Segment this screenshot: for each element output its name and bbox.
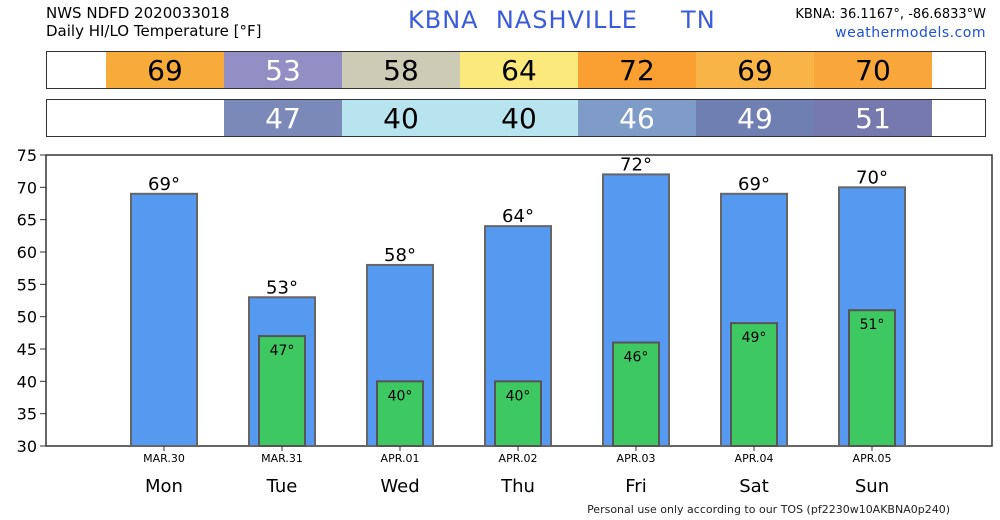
- lo-bar-label: 51°: [860, 317, 885, 333]
- lo-bar: [376, 380, 424, 448]
- y-tick-label: 30: [17, 437, 37, 456]
- site-link[interactable]: weathermodels.com: [835, 25, 986, 41]
- lo-strip-cell-2: 40: [342, 100, 460, 136]
- y-tick-label: 45: [17, 340, 37, 359]
- x-date-label: APR.02: [499, 452, 538, 465]
- lo-bar-label: 47°: [270, 343, 295, 359]
- y-tick-label: 50: [17, 308, 37, 327]
- lo-bar-label: 49°: [742, 330, 767, 346]
- hi-bar-label: 64°: [502, 206, 534, 227]
- hi-bar-label: 70°: [856, 167, 888, 188]
- x-day-label: Mon: [145, 476, 183, 497]
- y-tick-label: 55: [17, 275, 37, 294]
- hi-strip-cell-6: 70: [814, 52, 932, 88]
- x-day-label: Tue: [266, 476, 298, 497]
- hi-strip-cell-2: 58: [342, 52, 460, 88]
- y-tick-label: 65: [17, 211, 37, 230]
- hi-strip-cell-5: 69: [696, 52, 814, 88]
- lo-strip-cell-6: 51: [814, 100, 932, 136]
- lo-bar-label: 40°: [506, 388, 531, 404]
- x-date-label: APR.01: [381, 452, 420, 465]
- x-day-label: Sun: [855, 476, 889, 497]
- hi-strip-cell-0: 69: [106, 52, 224, 88]
- lo-bar-label: 40°: [388, 388, 413, 404]
- lo-strip-cell-1: 47: [224, 100, 342, 136]
- x-day-label: Thu: [500, 476, 535, 497]
- station-coordinates: KBNA: 36.1167°, -86.6833°W: [795, 7, 986, 22]
- hi-bar: [130, 192, 198, 447]
- x-date-label: MAR.31: [261, 452, 303, 465]
- lo-strip-cell-5: 49: [696, 100, 814, 136]
- hi-strip-cell-1: 53: [224, 52, 342, 88]
- x-day-label: Sat: [739, 476, 769, 497]
- station-title: KBNA NASHVILLE TN: [408, 6, 716, 34]
- header-right: KBNA: 36.1167°, -86.6833°W weathermodels…: [795, 5, 986, 43]
- hi-temperature-strip: 69 53 58 64 72 69 70: [46, 51, 986, 89]
- hi-bar-label: 53°: [266, 277, 298, 298]
- x-date-label: APR.05: [853, 452, 892, 465]
- y-tick-label: 70: [17, 178, 37, 197]
- hi-bar-label: 69°: [148, 174, 180, 195]
- lo-temperature-strip: 47 40 40 46 49 51: [46, 99, 986, 137]
- y-tick-label: 40: [17, 372, 37, 391]
- y-tick-label: 60: [17, 243, 37, 262]
- lo-strip-cell-4: 46: [578, 100, 696, 136]
- lo-strip-cell-3: 40: [460, 100, 578, 136]
- hi-bar-label: 58°: [384, 245, 416, 266]
- hi-bar-label: 72°: [620, 154, 652, 175]
- x-date-label: APR.03: [617, 452, 656, 465]
- hi-bar-label: 69°: [738, 174, 770, 195]
- x-date-label: APR.04: [735, 452, 774, 465]
- header-left: NWS NDFD 2020033018 Daily HI/LO Temperat…: [46, 4, 262, 40]
- x-date-label: MAR.30: [143, 452, 185, 465]
- x-day-label: Wed: [380, 476, 419, 497]
- hi-strip-cell-4: 72: [578, 52, 696, 88]
- model-run-text: NWS NDFD 2020033018: [46, 4, 230, 22]
- footer-disclaimer: Personal use only according to our TOS (…: [587, 503, 950, 516]
- y-tick-label: 35: [17, 405, 37, 424]
- lo-bar: [730, 322, 778, 447]
- lo-bar-label: 46°: [624, 350, 649, 366]
- x-day-label: Fri: [625, 476, 646, 497]
- product-title: Daily HI/LO Temperature [°F]: [46, 22, 262, 40]
- hi-strip-cell-3: 64: [460, 52, 578, 88]
- lo-strip-cell-0: [106, 100, 224, 136]
- y-tick-label: 75: [17, 146, 37, 165]
